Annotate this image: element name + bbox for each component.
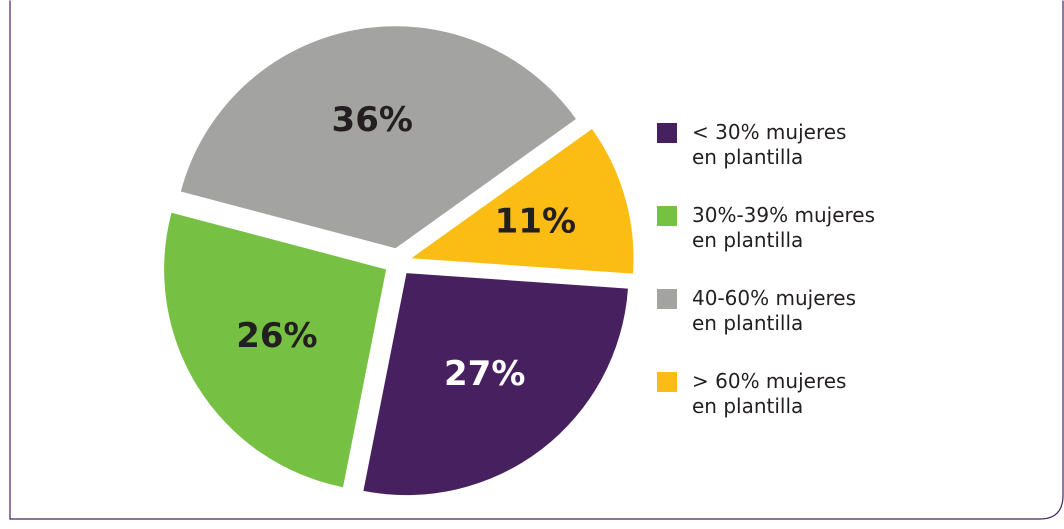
slice-label: 11% xyxy=(495,202,576,242)
pie-slice xyxy=(180,26,576,249)
legend-label: 30%-39% mujeres en plantilla xyxy=(692,203,876,252)
slice-label: 36% xyxy=(332,100,413,140)
legend-label: < 30% mujeres en plantilla xyxy=(692,120,847,169)
legend-label: > 60% mujeres en plantilla xyxy=(692,369,847,418)
pie-slice xyxy=(363,273,628,496)
slice-label: 26% xyxy=(236,316,317,356)
frame xyxy=(9,0,1064,520)
legend-swatch xyxy=(657,206,677,226)
legend-swatch xyxy=(657,289,677,309)
legend-swatch xyxy=(657,372,677,392)
slice-label: 27% xyxy=(444,354,525,394)
pie-slice xyxy=(164,212,387,488)
legend-swatch xyxy=(657,123,677,143)
legend-label: 40-60% mujeres en plantilla xyxy=(692,286,857,335)
pie-slice xyxy=(411,128,634,274)
